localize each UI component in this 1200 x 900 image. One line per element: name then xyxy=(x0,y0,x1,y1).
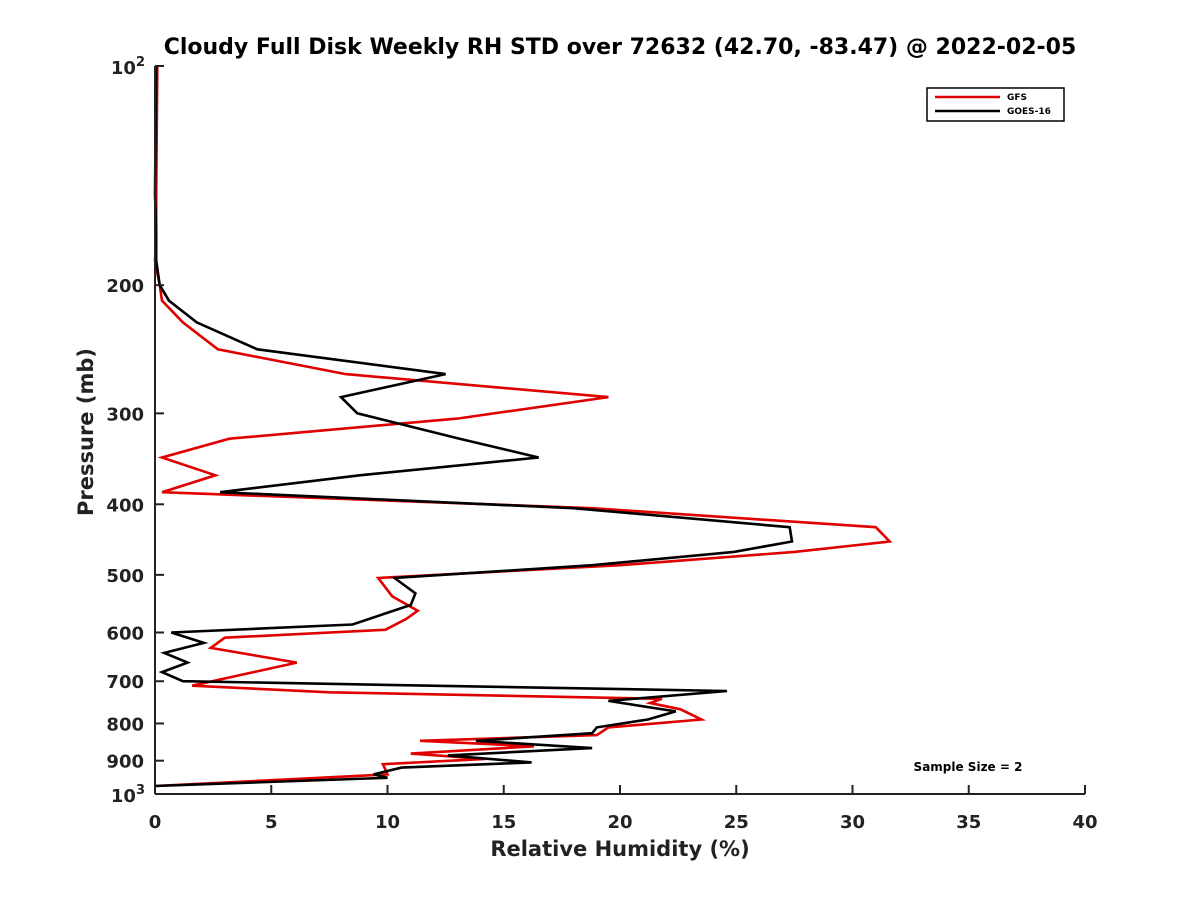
y-tick-label: 200 xyxy=(106,276,144,297)
series-line-goes16 xyxy=(153,65,794,788)
x-tick-label: 40 xyxy=(1072,812,1097,833)
chart-title: Cloudy Full Disk Weekly RH STD over 7263… xyxy=(164,35,1077,60)
y-tick-label-top: 102 xyxy=(111,55,145,79)
plot-area: 0 5 10 15 20 25 30 35 40 200 300 400 500 600 700 800 900… xyxy=(106,55,1097,833)
x-tick-label: 5 xyxy=(265,812,278,833)
y-tick-label: 700 xyxy=(106,672,144,693)
x-tick-label: 10 xyxy=(375,812,400,833)
axes-layer: 0 5 10 15 20 25 30 35 40 200 300 400 500 600 700 800 900… xyxy=(106,55,1097,833)
y-axis-label: Pressure (mb) xyxy=(74,348,98,516)
x-tick-label: 0 xyxy=(149,812,162,833)
x-tick-label: 35 xyxy=(956,812,981,833)
y-tick-label: 600 xyxy=(106,623,144,644)
x-tick-label: 15 xyxy=(491,812,516,833)
x-tick-label: 30 xyxy=(840,812,865,833)
y-tick-label: 900 xyxy=(106,752,144,773)
legend: GFS GOES-16 xyxy=(926,87,1065,122)
y-tick-label: 800 xyxy=(106,714,144,735)
sample-size-annotation: Sample Size = 2 xyxy=(914,760,1023,774)
y-tick-label-bottom: 103 xyxy=(111,783,145,807)
series-line-gfs xyxy=(153,65,893,788)
legend-label-goes16: GOES-16 xyxy=(1007,107,1051,117)
series-layer xyxy=(153,65,893,788)
x-tick-label: 25 xyxy=(724,812,749,833)
y-tick-label: 400 xyxy=(106,495,144,516)
x-tick-label: 20 xyxy=(607,812,632,833)
y-tick-label: 300 xyxy=(106,404,144,425)
x-axis-label: Relative Humidity (%) xyxy=(490,837,749,861)
y-tick-label: 500 xyxy=(106,566,144,587)
legend-label-gfs: GFS xyxy=(1007,93,1027,103)
legend-box xyxy=(926,87,1065,122)
